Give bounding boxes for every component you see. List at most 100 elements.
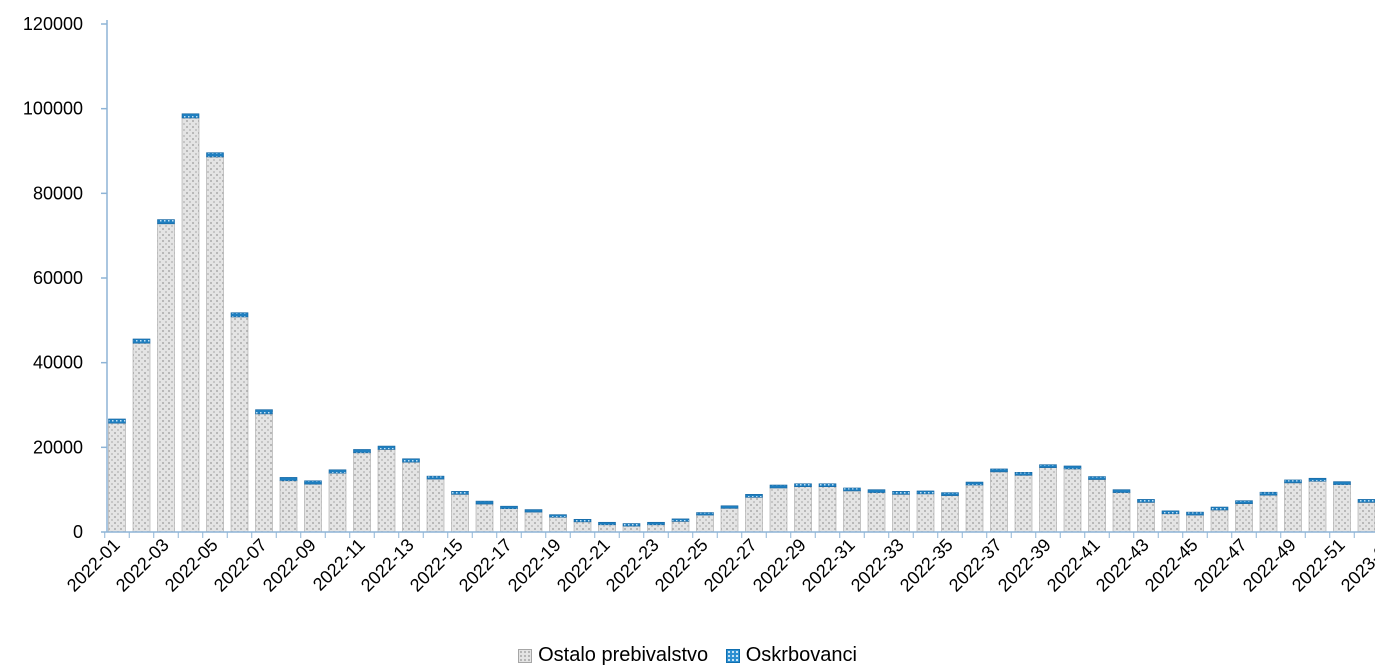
bar-ostalo-prebivalstvo	[524, 511, 543, 533]
bar-ostalo-prebivalstvo	[328, 472, 347, 533]
bar-oskrbovanci	[1039, 464, 1057, 468]
x-tick-label: 2022-29	[749, 535, 810, 596]
bar-oskrbovanci	[1088, 476, 1106, 480]
legend-label-oskrbovanci: Oskrbovanci	[745, 644, 857, 666]
bar-oskrbovanci	[255, 409, 273, 415]
bar-ostalo-prebivalstvo	[1333, 484, 1351, 533]
bar-ostalo-prebivalstvo	[206, 156, 224, 533]
bar-ostalo-prebivalstvo	[255, 413, 273, 533]
bar-oskrbovanci	[1210, 506, 1229, 511]
bar-oskrbovanci	[1308, 477, 1327, 482]
bar-ostalo-prebivalstvo	[279, 480, 298, 533]
legend-label-ostalo: Ostalo prebivalstvo	[538, 644, 709, 666]
bar-oskrbovanci	[1357, 499, 1375, 503]
bar-oskrbovanci	[1235, 500, 1253, 504]
x-tick-label: 2022-45	[1141, 535, 1202, 596]
bar-ostalo-prebivalstvo	[1088, 479, 1106, 533]
bar-oskrbovanci	[647, 521, 665, 526]
bar-ostalo-prebivalstvo	[794, 486, 812, 533]
bar-ostalo-prebivalstvo	[965, 484, 984, 533]
x-tick-label: 2022-51	[1288, 535, 1349, 596]
y-tick-label: 120000	[23, 14, 83, 34]
bar-ostalo-prebivalstvo	[1235, 503, 1253, 533]
x-tick-label: 2022-35	[896, 535, 957, 596]
bar-oskrbovanci	[426, 475, 445, 480]
bar-oskrbovanci	[402, 458, 420, 463]
bar-ostalo-prebivalstvo	[720, 507, 739, 533]
bar-oskrbovanci	[671, 518, 690, 522]
bar-oskrbovanci	[279, 477, 298, 482]
bar-oskrbovanci	[892, 491, 910, 495]
bar-ostalo-prebivalstvo	[475, 503, 494, 533]
bar-oskrbovanci	[475, 500, 494, 505]
x-tick-label: 2022-09	[259, 535, 320, 596]
bar-ostalo-prebivalstvo	[573, 521, 592, 533]
bar-ostalo-prebivalstvo	[1112, 492, 1131, 533]
bar-oskrbovanci	[769, 484, 788, 489]
bar-oskrbovanci	[965, 481, 984, 486]
bar-ostalo-prebivalstvo	[230, 316, 249, 533]
x-tick-label: 2022-33	[847, 535, 908, 596]
x-tick-label: 2022-19	[504, 535, 565, 596]
bar-ostalo-prebivalstvo	[892, 494, 910, 533]
bar-ostalo-prebivalstvo	[402, 461, 420, 533]
bar-ostalo-prebivalstvo	[818, 486, 837, 533]
bar-oskrbovanci	[916, 490, 935, 495]
y-tick-label: 40000	[33, 353, 83, 373]
bar-oskrbovanci	[745, 494, 763, 498]
bar-oskrbovanci	[377, 445, 396, 450]
bar-ostalo-prebivalstvo	[696, 514, 714, 533]
bar-oskrbovanci	[867, 489, 886, 493]
bar-oskrbovanci	[353, 449, 371, 454]
bar-ostalo-prebivalstvo	[1161, 513, 1180, 533]
bar-oskrbovanci	[500, 505, 518, 510]
bar-oskrbovanci	[328, 469, 347, 474]
bar-ostalo-prebivalstvo	[990, 471, 1008, 533]
x-tick-label: 2022-01	[63, 535, 124, 596]
bar-ostalo-prebivalstvo	[549, 516, 567, 533]
x-tick-label: 2022-03	[112, 535, 173, 596]
bar-oskrbovanci	[1112, 489, 1131, 493]
bar-ostalo-prebivalstvo	[1259, 494, 1278, 533]
legend-item-oskrbovanci: Oskrbovanci	[725, 644, 857, 667]
bar-oskrbovanci	[157, 219, 175, 225]
x-tick-label: 2022-25	[651, 535, 712, 596]
legend-swatch-ostalo	[518, 648, 533, 663]
bar-ostalo-prebivalstvo	[941, 495, 959, 533]
x-tick-label: 2022-23	[602, 535, 663, 596]
bar-ostalo-prebivalstvo	[1308, 480, 1327, 533]
bar-ostalo-prebivalstvo	[598, 524, 616, 533]
bar-ostalo-prebivalstvo	[843, 490, 861, 533]
bar-ostalo-prebivalstvo	[451, 494, 469, 533]
bar-ostalo-prebivalstvo	[671, 521, 690, 533]
bar-ostalo-prebivalstvo	[1186, 514, 1204, 533]
x-tick-label: 2022-15	[406, 535, 467, 596]
x-tick-label: 2022-05	[161, 535, 222, 596]
bar-ostalo-prebivalstvo	[132, 342, 151, 533]
bar-ostalo-prebivalstvo	[353, 452, 371, 533]
legend-swatch-oskrbovanci	[725, 648, 740, 663]
bar-ostalo-prebivalstvo	[1210, 509, 1229, 533]
bar-ostalo-prebivalstvo	[1357, 502, 1375, 533]
bar-ostalo-prebivalstvo	[1039, 467, 1057, 533]
bar-ostalo-prebivalstvo	[500, 508, 518, 533]
bar-ostalo-prebivalstvo	[108, 422, 126, 533]
bar-ostalo-prebivalstvo	[157, 223, 175, 533]
bar-oskrbovanci	[181, 113, 200, 119]
bar-ostalo-prebivalstvo	[647, 524, 665, 533]
bar-oskrbovanci	[1161, 510, 1180, 515]
bar-ostalo-prebivalstvo	[916, 493, 935, 533]
legend-item-ostalo: Ostalo prebivalstvo	[518, 644, 708, 667]
x-tick-label: 2022-37	[945, 535, 1006, 596]
x-tick-label: 2022-31	[798, 535, 859, 596]
y-tick-label: 0	[73, 522, 83, 542]
bar-oskrbovanci	[1284, 479, 1302, 484]
bar-ostalo-prebivalstvo	[769, 487, 788, 533]
bar-ostalo-prebivalstvo	[1137, 502, 1155, 533]
bar-oskrbovanci	[1333, 481, 1351, 485]
x-tick-label: 2022-21	[553, 535, 614, 596]
bar-ostalo-prebivalstvo	[377, 449, 396, 533]
bar-oskrbovanci	[794, 483, 812, 488]
